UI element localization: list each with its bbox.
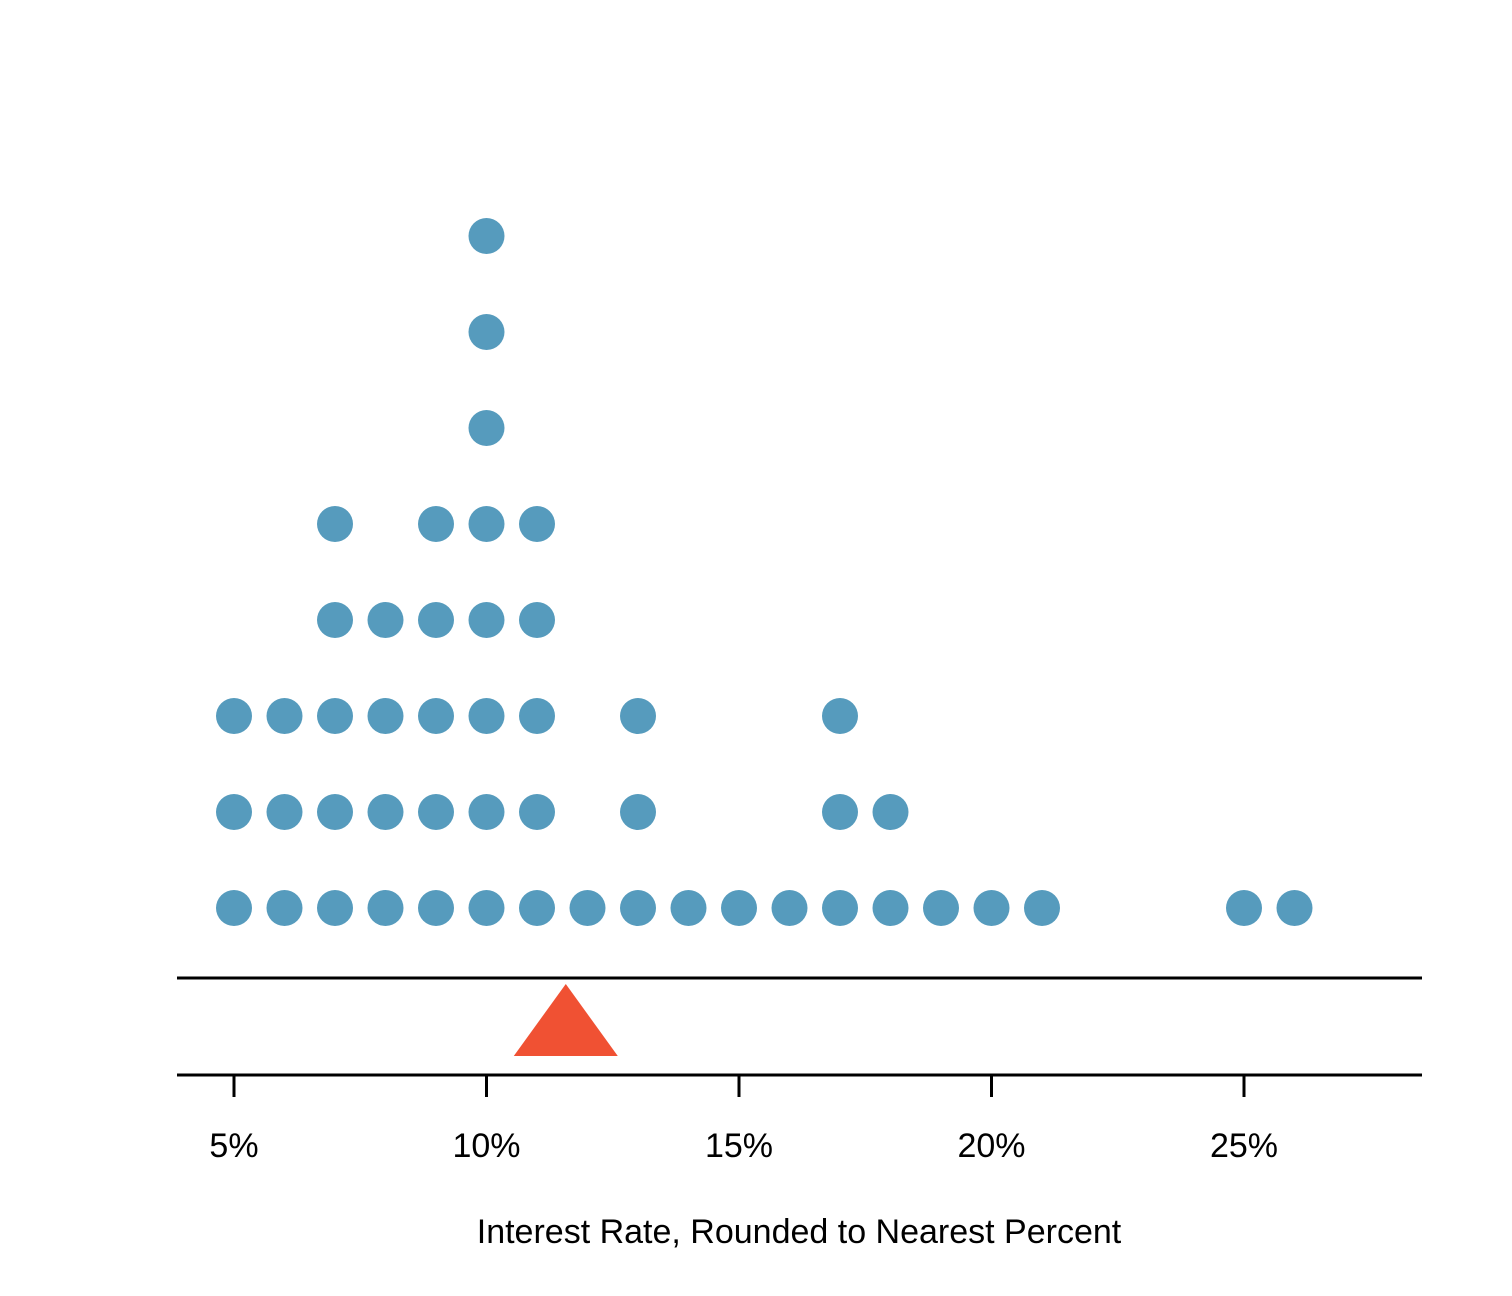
data-dot (418, 890, 454, 926)
data-dot (468, 410, 505, 446)
dots-group (216, 218, 1313, 926)
data-dot (418, 698, 454, 734)
data-dot (468, 890, 505, 926)
data-dot (620, 794, 656, 830)
x-axis-ticks: 5% 10% 15% 20% 25% (209, 1075, 1278, 1165)
data-dot (468, 506, 505, 542)
mean-marker-group (513, 984, 618, 1056)
data-dot (620, 698, 656, 734)
data-dot (216, 890, 252, 926)
x-tick-label: 5% (209, 1127, 258, 1165)
x-axis-title: Interest Rate, Rounded to Nearest Percen… (477, 1213, 1122, 1251)
data-dot (317, 698, 353, 734)
data-dot (418, 506, 454, 542)
data-dot (468, 314, 505, 350)
data-dot (216, 698, 252, 734)
data-dot (822, 794, 858, 830)
data-dot (973, 890, 1010, 926)
data-dot (519, 794, 555, 830)
data-dot (771, 890, 808, 926)
data-dot (367, 602, 404, 638)
data-dot (1024, 890, 1060, 926)
x-tick-label: 20% (957, 1127, 1025, 1165)
data-dot (317, 890, 353, 926)
data-dot (418, 794, 454, 830)
data-dot (367, 794, 404, 830)
data-dot (519, 890, 555, 926)
data-dot (519, 698, 555, 734)
data-dot (468, 698, 505, 734)
x-tick-label: 10% (452, 1127, 520, 1165)
x-tick-label: 15% (705, 1127, 773, 1165)
data-dot (367, 890, 404, 926)
data-dot (822, 890, 858, 926)
data-dot (872, 794, 909, 830)
data-dot (620, 890, 656, 926)
data-dot (468, 602, 505, 638)
data-dot (266, 794, 303, 830)
data-dot (266, 890, 303, 926)
data-dot (317, 506, 353, 542)
data-dot (1276, 890, 1313, 926)
data-dot (266, 698, 303, 734)
data-dot (216, 794, 252, 830)
data-dot (468, 794, 505, 830)
data-dot (1226, 890, 1262, 926)
data-dot (569, 890, 606, 926)
data-dot (670, 890, 707, 926)
data-dot (367, 698, 404, 734)
data-dot (317, 794, 353, 830)
data-dot (872, 890, 909, 926)
data-dot (418, 602, 454, 638)
data-dot (822, 698, 858, 734)
mean-triangle-marker (513, 984, 618, 1056)
data-dot (519, 506, 555, 542)
data-dot (721, 890, 757, 926)
data-dot (317, 602, 353, 638)
x-tick-label: 25% (1210, 1127, 1278, 1165)
data-dot (519, 602, 555, 638)
data-dot (923, 890, 959, 926)
data-dot (468, 218, 505, 254)
